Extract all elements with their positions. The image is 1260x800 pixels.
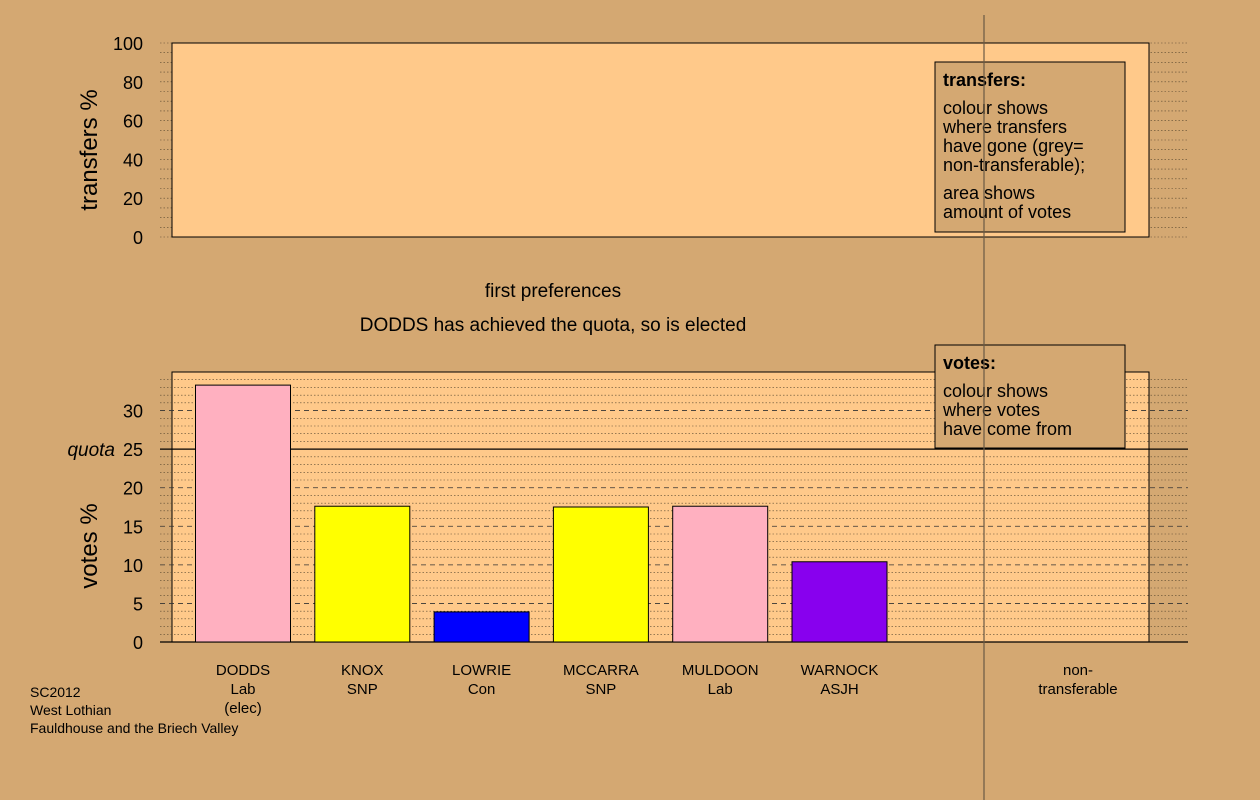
votes-legend-title: votes: xyxy=(943,353,996,373)
transfers-tick-label: 20 xyxy=(123,189,143,209)
nontransferable-label: transferable xyxy=(1038,681,1117,698)
vote-bar-knox xyxy=(314,505,411,643)
votes-legend-line: colour shows xyxy=(943,381,1048,401)
votes-legend-line: have come from xyxy=(943,419,1072,439)
candidate-party: Lab xyxy=(708,681,733,698)
quota-label: quota xyxy=(67,440,115,461)
votes-axis-label: votes % xyxy=(76,503,103,588)
candidate-labels: DODDS Lab (elec) KNOX SNP LOWRIE Con MCCARRA SNP… xyxy=(216,662,1118,717)
candidate-status: (elec) xyxy=(224,700,262,717)
votes-tick-label: 5 xyxy=(133,594,143,614)
votes-tick-label: 0 xyxy=(133,633,143,653)
footer-election: SC2012 xyxy=(30,684,81,700)
candidate-name: MULDOON xyxy=(682,662,759,679)
votes-tick-label: 30 xyxy=(123,402,143,422)
candidate-name: KNOX xyxy=(341,662,384,679)
footer-council: West Lothian xyxy=(30,702,111,718)
candidate-name: MCCARRA xyxy=(563,662,639,679)
transfers-legend-line: amount of votes xyxy=(943,202,1071,222)
votes-legend: votes: colour shows where votes have com… xyxy=(934,344,1126,449)
transfers-legend-line: where transfers xyxy=(942,117,1067,137)
candidate-party: SNP xyxy=(585,681,616,698)
candidate-name: WARNOCK xyxy=(801,662,879,679)
transfers-legend-line: area shows xyxy=(943,183,1035,203)
candidate-name: LOWRIE xyxy=(452,662,511,679)
vote-bar-dodds xyxy=(195,384,291,643)
transfers-legend-line: non-transferable); xyxy=(943,155,1085,175)
transfers-legend-line: have gone (grey= xyxy=(943,136,1084,156)
nontransferable-label: non- xyxy=(1063,662,1093,679)
votes-legend-line: where votes xyxy=(942,400,1040,420)
vote-bar-lowrie xyxy=(433,611,530,643)
candidate-name: DODDS xyxy=(216,662,270,679)
votes-tick-label: 20 xyxy=(123,479,143,499)
votes-y-ticks: 0 5 10 15 20 25 30 quota xyxy=(67,402,143,653)
stage-label: first preferences xyxy=(485,281,621,302)
transfers-tick-label: 40 xyxy=(123,150,143,170)
votes-tick-label: 10 xyxy=(123,556,143,576)
candidate-party: ASJH xyxy=(820,681,858,698)
transfers-tick-label: 80 xyxy=(123,73,143,93)
votes-tick-label: 15 xyxy=(123,517,143,537)
footer-ward: Fauldhouse and the Briech Valley xyxy=(30,720,238,736)
vote-bar-mccarra xyxy=(552,506,649,643)
transfers-tick-label: 100 xyxy=(113,34,143,54)
vote-bar-warnock xyxy=(791,561,888,643)
transfers-axis-label: transfers % xyxy=(76,89,103,210)
transfers-tick-label: 60 xyxy=(123,112,143,132)
candidate-party: Lab xyxy=(230,681,255,698)
vote-bar-muldoon xyxy=(672,505,769,643)
candidate-party: SNP xyxy=(347,681,378,698)
transfers-legend-line: colour shows xyxy=(943,98,1048,118)
transfers-tick-label: 0 xyxy=(133,228,143,248)
candidate-party: Con xyxy=(468,681,496,698)
votes-bars xyxy=(195,384,888,643)
transfers-y-ticks: 0 20 40 60 80 100 xyxy=(113,34,143,248)
transfers-legend: transfers: colour shows where transfers … xyxy=(934,61,1126,233)
stage-message: DODDS has achieved the quota, so is elec… xyxy=(360,315,747,336)
votes-tick-label: 25 xyxy=(123,440,143,460)
